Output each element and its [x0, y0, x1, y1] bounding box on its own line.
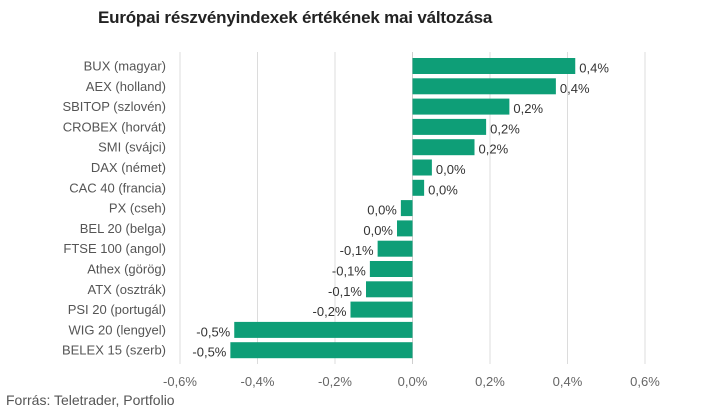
- bar: [350, 301, 413, 318]
- value-label: 0,4%: [579, 61, 609, 76]
- value-label: -0,5%: [192, 345, 226, 360]
- chart-title: Európai részvényindexek értékének mai vá…: [98, 8, 493, 27]
- category-label: BELEX 15 (szerb): [62, 343, 166, 358]
- bar: [412, 139, 475, 156]
- x-tick-label: -0,6%: [163, 374, 197, 389]
- value-label: -0,1%: [332, 264, 366, 279]
- value-label: -0,2%: [313, 304, 347, 319]
- bar: [412, 58, 576, 74]
- x-tick-label: -0,4%: [241, 374, 275, 389]
- bar: [412, 159, 432, 176]
- category-label: PX (cseh): [109, 201, 166, 216]
- value-label: 0,0%: [363, 223, 393, 238]
- bar: [412, 118, 487, 135]
- category-label: BEL 20 (belga): [80, 221, 166, 236]
- value-label: 0,4%: [560, 81, 590, 96]
- bar: [366, 281, 413, 298]
- category-label: CAC 40 (francia): [69, 180, 166, 195]
- value-label: -0,1%: [328, 284, 362, 299]
- bar: [400, 200, 413, 217]
- bar: [369, 261, 413, 277]
- value-label: 0,0%: [428, 182, 458, 197]
- value-label: 0,0%: [436, 162, 466, 177]
- bar: [412, 78, 556, 95]
- bar: [230, 342, 413, 359]
- bar: [412, 179, 425, 196]
- x-tick-label: 0,4%: [553, 374, 583, 389]
- category-label: CROBEX (horvát): [63, 119, 166, 134]
- value-label: 0,0%: [367, 203, 397, 218]
- value-label: 0,2%: [490, 121, 520, 136]
- category-label: Athex (görög): [87, 262, 166, 277]
- category-label: ATX (osztrák): [88, 282, 167, 297]
- category-label: WIG 20 (lengyel): [68, 322, 166, 337]
- labels: -0,6% -0,4% -0,2% 0,0% 0,2% 0,4% 0,6% BUX (magy…: [62, 59, 660, 390]
- bar: [234, 321, 413, 338]
- x-tick-label: 0,6%: [630, 374, 660, 389]
- bar: [412, 98, 510, 115]
- x-tick-label: 0,2%: [475, 374, 505, 389]
- bar: [377, 240, 413, 257]
- x-tick-label: 0,0%: [398, 374, 428, 389]
- category-label: SMI (svájci): [98, 140, 166, 155]
- value-label: -0,1%: [340, 243, 374, 258]
- value-label: 0,2%: [479, 142, 509, 157]
- category-label: PSI 20 (portugál): [68, 302, 166, 317]
- source-note: Forrás: Teletrader, Portfolio: [6, 392, 175, 408]
- bars: [230, 58, 576, 359]
- category-label: AEX (holland): [86, 79, 166, 94]
- category-label: FTSE 100 (angol): [63, 241, 166, 256]
- x-tick-label: -0,2%: [318, 374, 352, 389]
- bar: [397, 220, 413, 237]
- category-label: SBITOP (szlovén): [62, 99, 166, 114]
- category-label: BUX (magyar): [84, 59, 166, 74]
- value-label: -0,5%: [196, 324, 230, 339]
- category-label: DAX (német): [91, 160, 166, 175]
- value-label: 0,2%: [513, 101, 543, 116]
